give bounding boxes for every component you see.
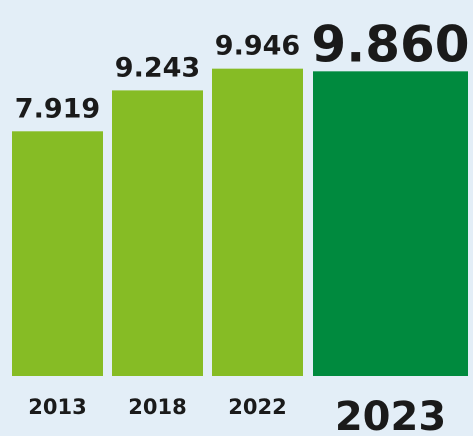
bar-2013 bbox=[12, 131, 103, 376]
value-label-2022: 9.946 bbox=[215, 31, 300, 62]
value-label-2013: 7.919 bbox=[15, 93, 100, 124]
category-label-2013: 2013 bbox=[28, 395, 86, 419]
category-label-2023: 2023 bbox=[335, 394, 446, 436]
bars-group bbox=[12, 68, 468, 377]
value-label-2023: 9.860 bbox=[311, 15, 469, 73]
category-label-2018: 2018 bbox=[128, 395, 186, 419]
category-label-2022: 2022 bbox=[228, 395, 286, 419]
bar-2022 bbox=[212, 68, 303, 376]
value-label-2018: 9.243 bbox=[115, 52, 200, 83]
category-labels-group: 2013 2018 2022 2023 bbox=[28, 394, 446, 436]
bar-2018 bbox=[112, 90, 203, 376]
value-labels-group: 7.919 9.243 9.946 9.860 bbox=[15, 15, 470, 124]
bar-2023 bbox=[313, 71, 468, 377]
